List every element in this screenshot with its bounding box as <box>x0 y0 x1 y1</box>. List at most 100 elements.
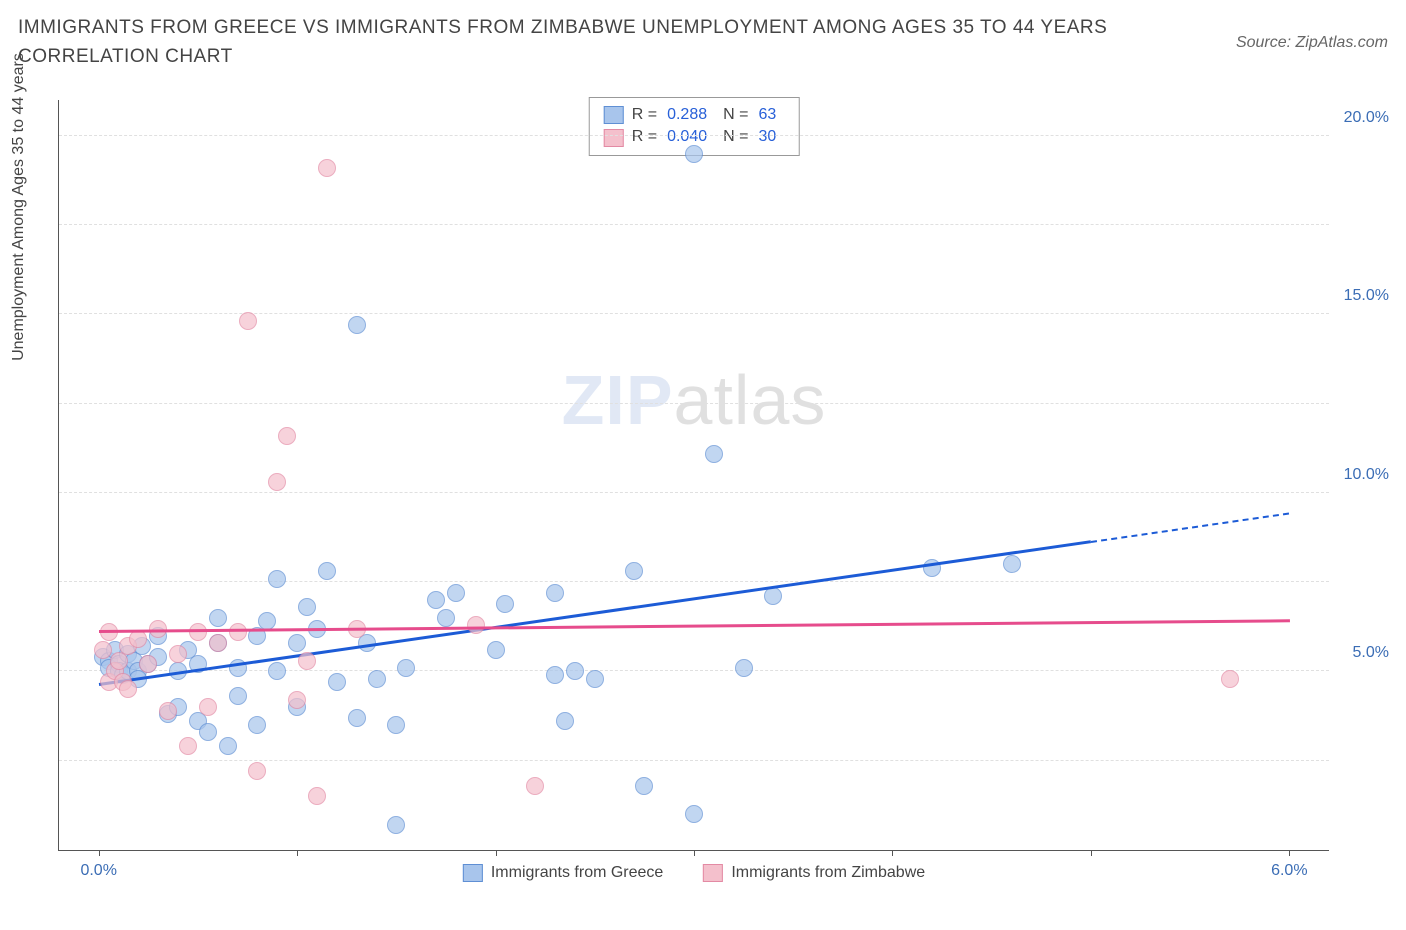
data-point <box>229 687 247 705</box>
chart-title: IMMIGRANTS FROM GREECE VS IMMIGRANTS FRO… <box>18 14 1168 71</box>
y-axis-label: Unemployment Among Ages 35 to 44 years <box>10 53 28 361</box>
x-tick <box>297 850 298 856</box>
data-point <box>94 641 112 659</box>
data-point <box>556 712 574 730</box>
data-point <box>248 762 266 780</box>
trend-line-dashed <box>1091 512 1290 543</box>
x-tick <box>1289 850 1290 856</box>
data-point <box>705 445 723 463</box>
source-attribution: Source: ZipAtlas.com <box>1236 14 1388 52</box>
legend-row: R = 0.288 N = 63 <box>604 104 785 126</box>
data-point <box>328 673 346 691</box>
data-point <box>169 645 187 663</box>
data-point <box>219 737 237 755</box>
data-point <box>239 312 257 330</box>
series-legend: Immigrants from Greece Immigrants from Zi… <box>463 864 925 882</box>
data-point <box>348 316 366 334</box>
data-point <box>139 655 157 673</box>
legend-item: Immigrants from Greece <box>463 864 663 882</box>
x-tick <box>694 850 695 856</box>
gridline <box>59 492 1329 493</box>
data-point <box>685 805 703 823</box>
x-tick <box>496 850 497 856</box>
data-point <box>119 680 137 698</box>
trend-line <box>99 540 1092 685</box>
data-point <box>308 787 326 805</box>
stat-r-label: R = <box>632 126 657 148</box>
data-point <box>318 562 336 580</box>
data-point <box>268 473 286 491</box>
data-point <box>229 623 247 641</box>
x-tick-label: 0.0% <box>80 862 116 880</box>
data-point <box>586 670 604 688</box>
data-point <box>348 709 366 727</box>
data-point <box>129 630 147 648</box>
legend-item: Immigrants from Zimbabwe <box>703 864 925 882</box>
data-point <box>288 634 306 652</box>
x-tick <box>892 850 893 856</box>
data-point <box>625 562 643 580</box>
data-point <box>447 584 465 602</box>
data-point <box>298 652 316 670</box>
legend-label: Immigrants from Greece <box>491 864 663 882</box>
data-point <box>685 145 703 163</box>
legend-label: Immigrants from Zimbabwe <box>731 864 925 882</box>
data-point <box>427 591 445 609</box>
data-point <box>397 659 415 677</box>
stat-r-value: 0.040 <box>667 126 707 148</box>
data-point <box>437 609 455 627</box>
watermark-thin: atlas <box>674 361 827 439</box>
y-tick-label: 10.0% <box>1344 466 1389 484</box>
data-point <box>546 584 564 602</box>
legend-swatch <box>604 129 624 147</box>
gridline <box>59 224 1329 225</box>
trend-line <box>99 619 1290 632</box>
data-point <box>159 702 177 720</box>
data-point <box>1003 555 1021 573</box>
data-point <box>566 662 584 680</box>
data-point <box>179 737 197 755</box>
data-point <box>368 670 386 688</box>
data-point <box>1221 670 1239 688</box>
data-point <box>189 623 207 641</box>
data-point <box>298 598 316 616</box>
legend-swatch <box>463 864 483 882</box>
data-point <box>764 587 782 605</box>
data-point <box>735 659 753 677</box>
x-tick <box>1091 850 1092 856</box>
data-point <box>526 777 544 795</box>
data-point <box>199 698 217 716</box>
data-point <box>635 777 653 795</box>
data-point <box>467 616 485 634</box>
watermark-bold: ZIP <box>562 361 674 439</box>
data-point <box>268 662 286 680</box>
data-point <box>288 691 306 709</box>
stat-n-label: N = <box>723 104 748 126</box>
gridline <box>59 581 1329 582</box>
x-tick <box>99 850 100 856</box>
y-tick-label: 5.0% <box>1353 644 1389 662</box>
stat-n-value: 63 <box>758 104 776 126</box>
data-point <box>546 666 564 684</box>
scatter-chart: Unemployment Among Ages 35 to 44 years Z… <box>58 100 1329 851</box>
data-point <box>268 570 286 588</box>
data-point <box>387 716 405 734</box>
y-tick-label: 15.0% <box>1344 287 1389 305</box>
data-point <box>248 716 266 734</box>
legend-swatch <box>703 864 723 882</box>
watermark: ZIPatlas <box>562 360 827 440</box>
data-point <box>209 609 227 627</box>
data-point <box>496 595 514 613</box>
data-point <box>199 723 217 741</box>
stat-n-value: 30 <box>758 126 776 148</box>
gridline <box>59 760 1329 761</box>
y-tick-label: 20.0% <box>1344 109 1389 127</box>
stat-r-value: 0.288 <box>667 104 707 126</box>
data-point <box>318 159 336 177</box>
data-point <box>387 816 405 834</box>
stat-r-label: R = <box>632 104 657 126</box>
data-point <box>209 634 227 652</box>
x-tick-label: 6.0% <box>1271 862 1307 880</box>
gridline <box>59 403 1329 404</box>
gridline <box>59 670 1329 671</box>
